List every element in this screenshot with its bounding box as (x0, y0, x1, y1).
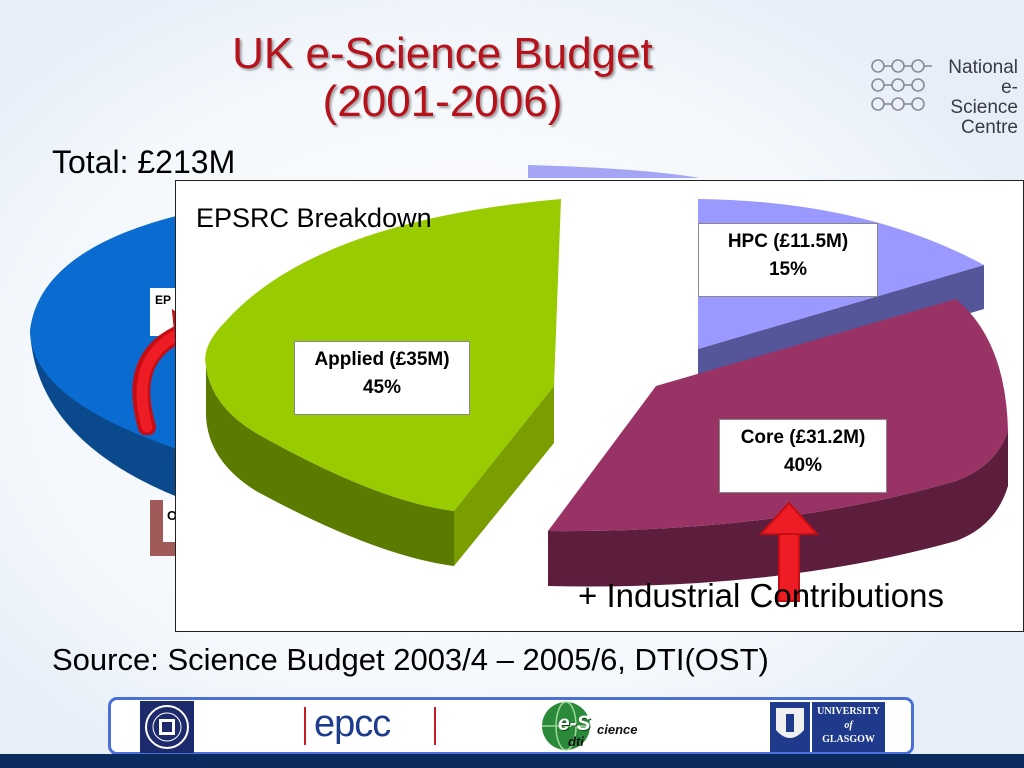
nesc-logo-line1: National (948, 57, 1018, 78)
nesc-logo-line2: e-Science (950, 77, 1018, 118)
pie-slice-applied-side (206, 366, 454, 566)
pie-slice-core-side (548, 431, 1008, 587)
total-label: Total: £213M (52, 144, 236, 180)
data-label-hpc: HPC (£11.5M) 15% (698, 223, 878, 297)
chart-title: EPSRC Breakdown (196, 203, 432, 233)
glasgow-logo-line2: of (844, 720, 853, 731)
glasgow-crest-icon (770, 702, 810, 752)
escience-dti-logo: e-S cience dti (540, 700, 650, 752)
escience-globe-icon (542, 701, 590, 751)
epcc-logo-text: epcc (314, 703, 391, 745)
slide-title-line2: (2001-2006) (322, 77, 563, 126)
data-label-applied: Applied (£35M) 45% (294, 341, 470, 415)
straight-red-arrow-icon (758, 501, 820, 602)
background-label-box-o (163, 500, 178, 542)
glasgow-logo-line1: UNIVERSITY (817, 706, 880, 717)
data-label-hpc-percent: 15% (768, 259, 808, 280)
industrial-contributions-note: + Industrial Contributions (578, 577, 944, 614)
nesc-logo: National e-Science Centre (868, 52, 1018, 138)
glasgow-logo-line3: GLASGOW (822, 734, 875, 745)
nesc-logo-line3: Centre (960, 117, 1018, 138)
university-of-glasgow-logo: UNIVERSITY of GLASGOW (770, 702, 885, 752)
data-label-applied-percent: 45% (362, 377, 402, 398)
dti-logo-text: dti (568, 734, 584, 749)
source-note: Source: Science Budget 2003/4 – 2005/6, … (52, 642, 769, 677)
university-of-edinburgh-crest-icon (140, 701, 194, 753)
data-label-core-percent: 40% (783, 455, 823, 476)
pie-slice-core-top (548, 299, 1008, 532)
data-label-applied-value: Applied (£35M) (314, 349, 450, 370)
escience-logo-suffix: cience (597, 722, 638, 737)
glasgow-logo-text: UNIVERSITY of GLASGOW (812, 702, 885, 752)
data-label-core: Core (£31.2M) 40% (719, 419, 887, 493)
background-pie-lilac-slice (528, 165, 700, 178)
nesc-logo-text: National e-Science Centre (934, 58, 1018, 138)
data-label-hpc-value: HPC (£11.5M) (727, 231, 849, 252)
background-pie-side (30, 330, 180, 498)
escience-logo-prefix: e-S (558, 712, 591, 735)
pie-slice-applied-cut (454, 386, 554, 566)
data-label-core-value: Core (£31.2M) (740, 427, 866, 448)
background-label-fragment-o: O (167, 508, 178, 523)
footer-bar (0, 754, 1024, 768)
nesc-logo-circles-icon (871, 59, 932, 111)
slide-title-line1: UK e-Science Budget (232, 29, 653, 78)
slide-title: UK e-Science Budget (2001-2006) (150, 30, 735, 126)
epcc-logo: epcc (300, 703, 440, 749)
epsrc-breakdown-panel: EPSRC Breakdown Applied (£35M) 45% HPC (… (175, 180, 1024, 632)
background-label-fragment-ep: EP (155, 293, 172, 307)
